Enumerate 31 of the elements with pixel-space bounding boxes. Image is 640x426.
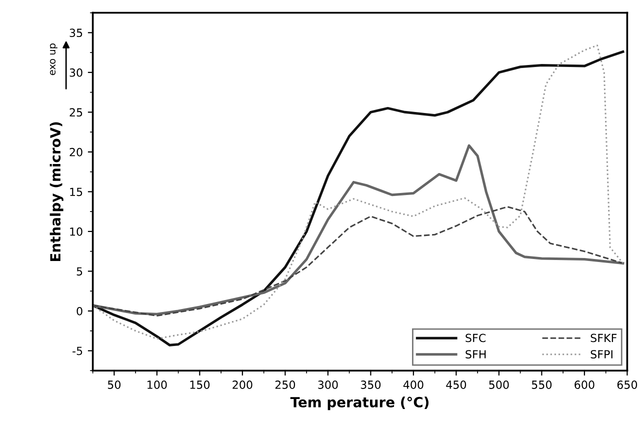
y-tick-label: 20	[70, 148, 82, 156]
x-tick-label: 650	[617, 380, 638, 389]
x-tick-label: 150	[190, 380, 210, 389]
x-tick-label: 50	[108, 380, 121, 389]
x-axis-title: Tem perature (°C)	[290, 396, 429, 410]
x-tick-label: 500	[489, 380, 509, 389]
text: exo up	[50, 44, 58, 76]
y-tick-label: 25	[70, 108, 82, 117]
x-tick-label: 250	[275, 380, 296, 389]
y-axis-title: Enthalpy (microV)	[50, 122, 64, 262]
x-tick-label: 300	[318, 380, 338, 389]
y-tick-label: 35	[70, 28, 82, 38]
x-tick-label: 200	[232, 380, 252, 389]
x-tick-label: 600	[574, 380, 594, 389]
x-tick-label: 100	[148, 380, 167, 389]
x-tick-label: 400	[403, 380, 424, 389]
y-tick-label: 30	[70, 68, 82, 77]
y-tick-label: -5	[72, 346, 82, 356]
y-tick-label: 10	[70, 227, 82, 236]
legend-label: SFC	[466, 334, 486, 342]
y-tick-label: 5	[76, 267, 82, 276]
x-tick-label: 550	[532, 380, 552, 389]
legend-label: SFPI	[590, 350, 612, 358]
x-tick-label: 450	[446, 380, 466, 389]
x-tick-label: 350	[360, 380, 381, 389]
legend-label: SFH	[466, 350, 486, 358]
y-tick-label: 15	[70, 188, 82, 196]
line-series	[92, 144, 624, 316]
legend-label: SFKF	[590, 334, 617, 342]
y-tick-label: 0	[76, 306, 82, 316]
line-series	[92, 206, 624, 317]
